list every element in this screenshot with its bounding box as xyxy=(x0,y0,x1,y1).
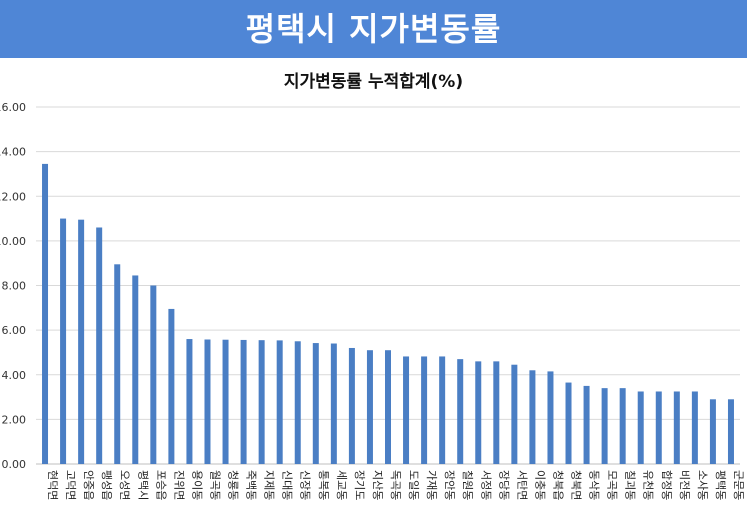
bar xyxy=(312,343,319,464)
x-tick-label: 칠원동 xyxy=(461,470,474,500)
bar xyxy=(96,227,103,464)
x-tick-label: 평택동 xyxy=(714,470,727,500)
x-tick-label: 안중읍 xyxy=(82,470,95,500)
x-tick-label: 신대동 xyxy=(281,470,294,500)
bar xyxy=(475,361,482,464)
bar xyxy=(655,391,662,464)
x-tick-label: 현덕면 xyxy=(46,470,59,500)
x-tick-label: 진위면 xyxy=(172,470,185,500)
x-tick-label: 신장동 xyxy=(299,470,312,500)
x-tick-label: 장기도 xyxy=(353,470,366,500)
x-tick-label: 고덕면 xyxy=(64,470,77,500)
bar xyxy=(132,275,139,464)
x-tick-label: 세교동 xyxy=(335,470,348,500)
bar xyxy=(493,361,500,464)
bar xyxy=(385,350,391,464)
bar xyxy=(186,339,193,464)
x-tick-label: 지제동 xyxy=(263,470,276,500)
bar xyxy=(619,388,626,464)
x-tick-label: 가재동 xyxy=(425,470,438,500)
bar xyxy=(294,341,301,464)
bar xyxy=(204,339,211,464)
bar xyxy=(511,364,518,464)
bar xyxy=(601,388,608,464)
bar xyxy=(150,285,157,464)
bar xyxy=(240,339,247,464)
bar xyxy=(78,219,85,464)
x-tick-label: 모곡동 xyxy=(606,470,619,500)
y-tick-label: 16.00 xyxy=(0,101,26,114)
x-tick-label: 청룡동 xyxy=(227,470,240,500)
bar xyxy=(403,356,410,464)
y-tick-label: 6.00 xyxy=(2,324,27,337)
x-tick-label: 평택시 xyxy=(136,470,149,500)
x-tick-label: 칠괴동 xyxy=(624,470,637,500)
x-tick-label: 청북읍 xyxy=(551,470,564,500)
x-tick-label: 합정동 xyxy=(660,470,673,500)
y-tick-label: 4.00 xyxy=(2,369,27,382)
x-tick-label: 비전동 xyxy=(678,470,691,500)
bar xyxy=(673,391,680,464)
bar xyxy=(348,347,355,464)
x-tick-label: 서탄면 xyxy=(515,470,528,500)
x-tick-label: 소사동 xyxy=(696,470,709,500)
x-tick-label: 팽성읍 xyxy=(100,470,113,500)
x-tick-label: 동삭동 xyxy=(588,470,601,500)
x-tick-label: 이충동 xyxy=(533,470,546,500)
bar xyxy=(114,264,121,464)
y-tick-label: 10.00 xyxy=(0,235,26,248)
x-tick-label: 포승읍 xyxy=(154,470,167,500)
x-tick-label: 도일동 xyxy=(407,470,421,500)
bar xyxy=(565,382,572,464)
bar xyxy=(258,340,265,464)
bar xyxy=(529,370,536,464)
bar xyxy=(366,350,373,464)
bar xyxy=(276,340,283,464)
y-tick-label: 8.00 xyxy=(2,280,27,293)
x-tick-label: 죽백동 xyxy=(245,470,258,500)
page-title: 평택시 지가변동률 xyxy=(245,10,502,48)
x-tick-label: 월곡동 xyxy=(208,470,221,500)
bar xyxy=(60,218,67,464)
x-tick-label: 장당동 xyxy=(497,470,510,500)
bar xyxy=(457,359,464,464)
bar xyxy=(168,308,175,464)
bar xyxy=(583,385,590,464)
bar xyxy=(330,343,337,464)
x-tick-label: 지산동 xyxy=(371,470,384,500)
bar xyxy=(547,371,554,464)
x-tick-label: 청북면 xyxy=(570,470,583,500)
x-tick-label: 군문동 xyxy=(732,470,745,500)
bar xyxy=(637,391,644,464)
bar xyxy=(222,339,229,464)
x-tick-label: 독곡동 xyxy=(389,470,402,500)
y-tick-label: 14.00 xyxy=(0,146,26,159)
x-tick-label: 오성면 xyxy=(118,470,131,500)
chart-title: 지가변동률 누적합계(%) xyxy=(283,72,464,92)
y-tick-label: 2.00 xyxy=(2,413,27,426)
x-tick-label: 용이동 xyxy=(190,470,203,500)
title-banner xyxy=(0,0,747,58)
bar xyxy=(439,356,446,464)
x-tick-label: 통복동 xyxy=(317,470,330,500)
x-tick-label: 서정동 xyxy=(479,470,492,500)
bar xyxy=(42,163,49,464)
bar xyxy=(691,391,698,464)
bar xyxy=(709,399,716,464)
bar xyxy=(421,356,428,464)
y-tick-label: 0.00 xyxy=(2,458,27,471)
bar xyxy=(727,399,734,464)
y-tick-label: 12.00 xyxy=(0,190,26,203)
x-tick-label: 장안동 xyxy=(443,470,456,500)
x-tick-label: 유천동 xyxy=(642,470,656,500)
